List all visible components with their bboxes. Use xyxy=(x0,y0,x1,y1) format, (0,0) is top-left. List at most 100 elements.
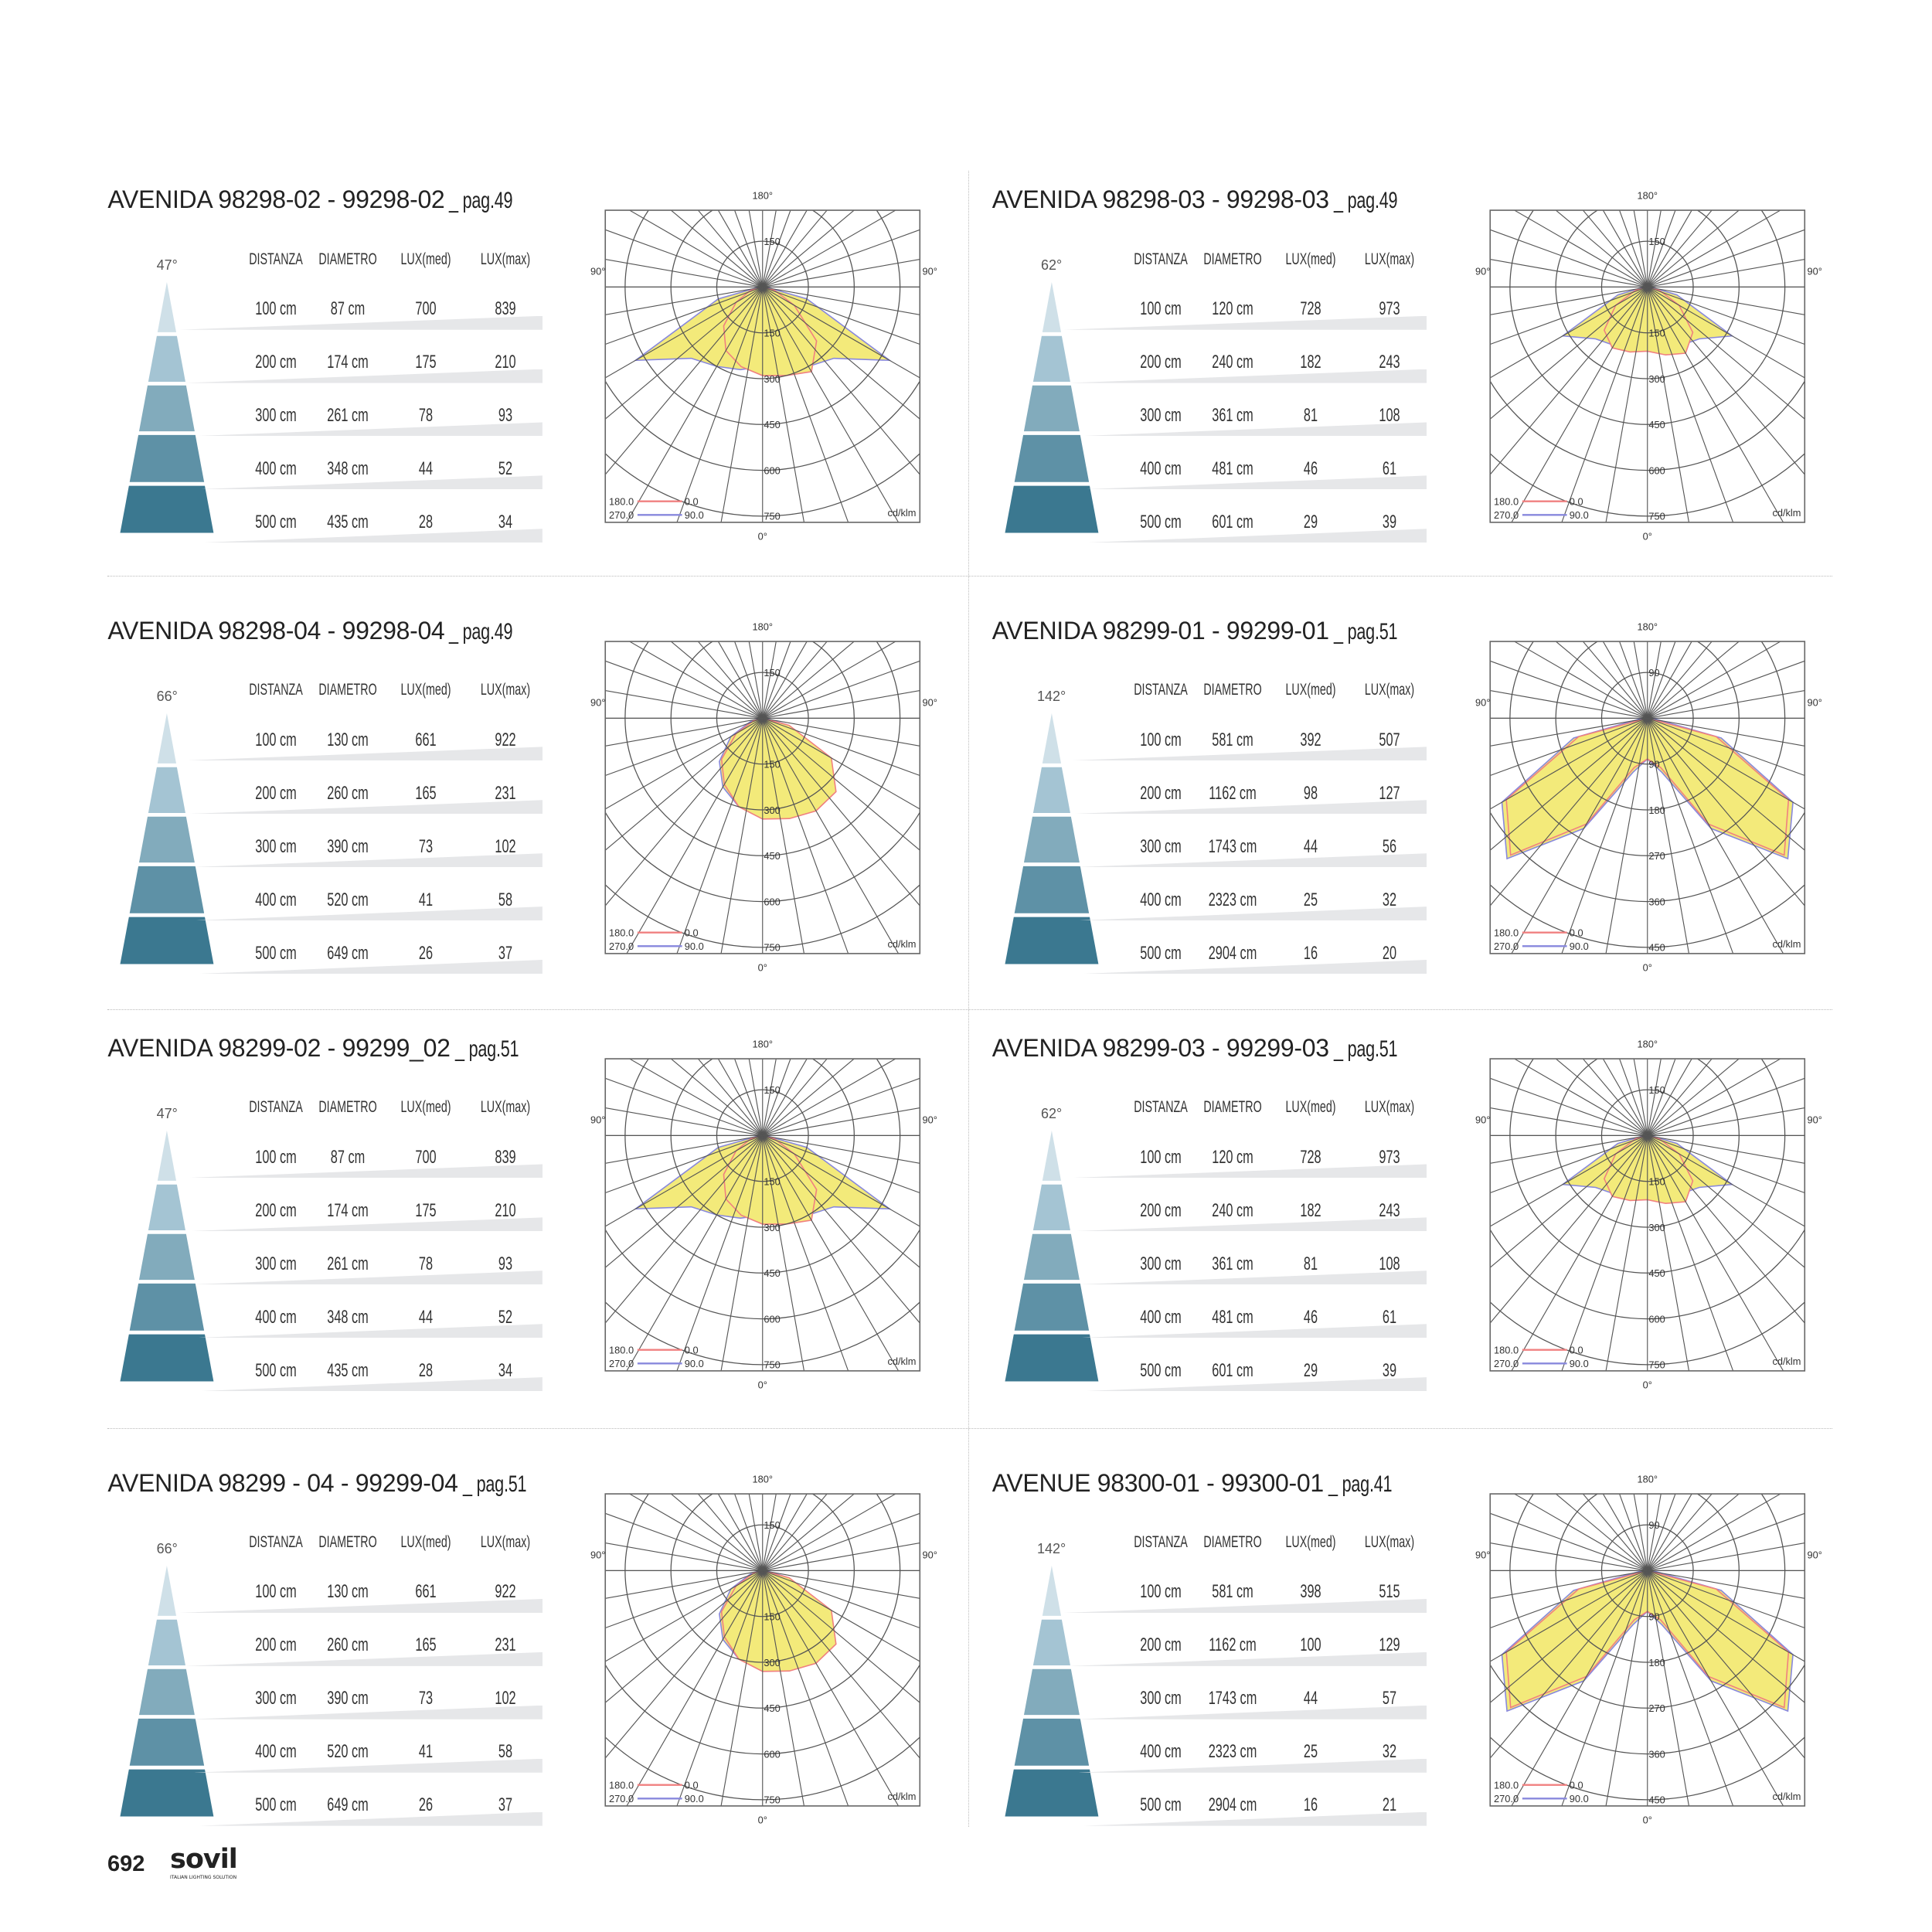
radial-line xyxy=(762,1570,900,1806)
radial-line xyxy=(762,1077,920,1137)
table-header: DIAMETRO xyxy=(1202,1098,1262,1117)
radial-line xyxy=(1646,1570,1689,1806)
radial-line xyxy=(605,230,764,288)
row-divider xyxy=(107,576,1832,577)
table-cell: 231 xyxy=(495,782,516,804)
table-cell: 300 cm xyxy=(255,1253,298,1274)
radial-line xyxy=(1646,1135,1784,1372)
sovil-logo: sovil ITALIAN LIGHTING SOLUTION xyxy=(170,1844,238,1880)
radial-line xyxy=(1489,1570,1648,1662)
ring-label: 150 xyxy=(1648,328,1665,339)
radial-line xyxy=(762,1059,777,1136)
radial-line xyxy=(1489,660,1648,719)
table-cell: 16 xyxy=(1303,942,1318,964)
table-cell: 44 xyxy=(1303,835,1318,857)
ring-label: 360 xyxy=(1648,896,1665,907)
radial-line xyxy=(1605,287,1648,523)
polar-chart: 150 300 450 600 750 150 180° 0° 90° 90° cd/klm 180.… xyxy=(590,190,937,543)
radial-line xyxy=(1646,718,1689,954)
ring-label: 150 xyxy=(764,1176,781,1188)
radial-line xyxy=(1489,1135,1648,1227)
table-cell: 73 xyxy=(419,835,434,857)
table-cell: 435 cm xyxy=(327,511,369,532)
table-cell: 127 xyxy=(1379,782,1400,804)
polar-chart: 90 180 270 360 450 90 180° 0° 90° 90° cd/klm 180.0 0… xyxy=(1475,621,1822,974)
column-divider xyxy=(968,171,969,1827)
radial-line xyxy=(1646,1059,1692,1136)
chart-frame xyxy=(1489,209,1805,524)
radial-line xyxy=(676,1135,764,1372)
table-cell: 129 xyxy=(1379,1634,1400,1656)
table-cell: 174 cm xyxy=(327,352,369,373)
radial-line xyxy=(1489,1570,1648,1599)
radial-line xyxy=(605,1570,764,1703)
chart-grid xyxy=(605,1493,920,1806)
legend-label: 180.0 xyxy=(1494,1345,1519,1356)
table-cell: 100 xyxy=(1299,1634,1321,1656)
table-cell: 231 xyxy=(495,1634,516,1656)
radial-line xyxy=(1602,210,1648,288)
angle-label-180: 180° xyxy=(753,621,774,633)
cone-segment xyxy=(130,1718,205,1766)
ring-label: 150 xyxy=(764,1084,781,1096)
legend-label: 270.0 xyxy=(609,1358,634,1369)
ring-label: 300 xyxy=(1648,1222,1665,1233)
cone-segment xyxy=(1014,1284,1089,1331)
unit-label: cd/klm xyxy=(1772,507,1801,519)
radial-line xyxy=(605,287,764,379)
table-cell: 21 xyxy=(1382,1794,1397,1816)
radial-line xyxy=(1489,717,1648,777)
radial-line xyxy=(1647,287,1804,420)
row-divider xyxy=(107,1009,1832,1010)
legend-label: 270.0 xyxy=(609,1793,634,1804)
beam-angle: 62° xyxy=(1040,257,1063,274)
radial-line xyxy=(718,1059,764,1136)
table-cell: 500 cm xyxy=(255,1794,298,1816)
legend-label: 180.0 xyxy=(609,927,634,939)
table-cell: 26 xyxy=(419,942,434,964)
radial-line xyxy=(762,641,808,719)
ring-label: 150 xyxy=(764,759,781,770)
radial-line xyxy=(605,1135,764,1194)
radial-line xyxy=(762,718,849,954)
cone-segment xyxy=(139,386,196,432)
radial-line xyxy=(762,1493,791,1571)
table-cell: 46 xyxy=(1303,457,1318,479)
table-cell: 32 xyxy=(1382,1741,1397,1763)
polar-chart: 150 300 450 600 750 150 180° 0° 90° 90° cd/klm 180.… xyxy=(1475,1039,1822,1391)
table-cell: 44 xyxy=(419,457,434,479)
table-cell: 243 xyxy=(1379,352,1400,373)
radial-line xyxy=(720,718,764,954)
cone-segment xyxy=(1032,1619,1070,1665)
radial-line xyxy=(1489,718,1648,810)
radial-line xyxy=(1605,718,1648,954)
table-cell: 130 cm xyxy=(327,1581,369,1603)
cone-segment xyxy=(130,1284,205,1331)
radial-line xyxy=(605,717,764,777)
table-cell: 515 xyxy=(1379,1581,1400,1603)
cone-segment xyxy=(1005,486,1099,533)
cone-segment xyxy=(1032,1184,1070,1231)
chart-grid xyxy=(1489,1059,1804,1372)
radial-line xyxy=(762,1570,920,1662)
radial-line xyxy=(1489,1570,1648,1759)
chart-frame xyxy=(604,1058,921,1372)
table-cell: 300 cm xyxy=(1139,1253,1182,1274)
table-header: DISTANZA xyxy=(249,1098,304,1117)
table-cell: 130 cm xyxy=(327,729,369,750)
angle-label-180: 180° xyxy=(1637,1039,1658,1050)
table-header: LUX(max) xyxy=(480,1532,530,1551)
table-cell: 81 xyxy=(1303,405,1318,427)
ring-label: 180 xyxy=(1648,1656,1665,1668)
legend-label: 0.0 xyxy=(1569,496,1583,508)
page-number: 692 xyxy=(107,1852,145,1876)
product-title: AVENUE 98300-01 - 99300-01 _ pag.41 xyxy=(992,1469,1417,1498)
table-cell: 400 cm xyxy=(1139,1306,1182,1328)
cone-segment xyxy=(158,282,177,333)
ring-label: 600 xyxy=(1648,1314,1665,1325)
radial-line xyxy=(1489,287,1648,316)
product-panel: AVENIDA 98298-02 - 99298-02 _ pag.49 47° DI… xyxy=(107,185,957,572)
logo-tagline: ITALIAN LIGHTING SOLUTION xyxy=(170,1875,237,1880)
legend-label: 180.0 xyxy=(609,496,634,508)
angle-label-90-right: 90° xyxy=(1807,1549,1821,1560)
